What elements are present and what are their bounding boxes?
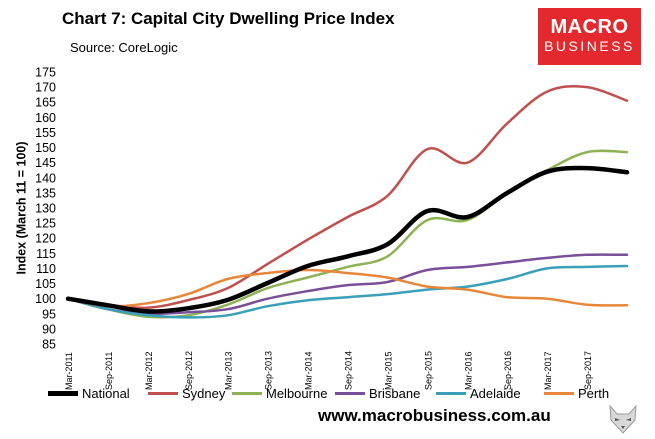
legend-item-adelaide: Adelaide	[436, 384, 521, 402]
x-tick-label: Mar-2012	[144, 351, 154, 390]
logo-line-1: MACRO	[550, 16, 629, 38]
y-tick-label: 145	[35, 156, 56, 170]
legend-swatch	[148, 391, 178, 395]
y-tick-label: 160	[35, 111, 56, 125]
legend-label: Sydney	[182, 385, 226, 401]
legend-item-brisbane: Brisbane	[335, 384, 420, 402]
y-tick-label: 115	[36, 247, 56, 261]
legend: National Sydney Melbourne Brisbane Adelaide P…	[0, 384, 655, 402]
x-tick-label: Mar-2015	[383, 351, 393, 390]
legend-swatch	[48, 390, 78, 396]
legend-label: Brisbane	[369, 385, 421, 401]
y-tick-label: 170	[35, 81, 56, 95]
x-tick-label: Mar-2017	[543, 351, 553, 390]
y-tick-label: 140	[35, 171, 56, 185]
x-tick-label: Mar-2016	[463, 351, 473, 390]
legend-label: Perth	[578, 385, 610, 401]
x-axis: Mar-2011 Sep-2011 Mar-2012 Sep-2012 Mar-2013…	[64, 351, 593, 390]
y-tick-label: 105	[35, 277, 56, 291]
series-line-national	[65, 165, 630, 314]
y-tick-label: 155	[35, 126, 56, 140]
series-line-melbourne	[66, 149, 629, 319]
x-tick-label: Mar-2011	[64, 352, 74, 390]
x-tick-label: Mar-2014	[304, 351, 314, 390]
x-tick-label: Sep-2013	[264, 351, 274, 390]
x-tick-label: Sep-2011	[104, 352, 114, 390]
y-tick-label: 130	[35, 202, 56, 216]
y-tick-label: 135	[35, 186, 56, 200]
x-tick-label: Sep-2016	[503, 351, 513, 390]
y-tick-label: 175	[35, 66, 56, 80]
wolf-logo-icon	[609, 404, 637, 434]
legend-swatch	[436, 391, 466, 395]
y-axis: 8590951001051101151201251301351401451501…	[35, 66, 56, 352]
legend-item-national: National	[48, 384, 130, 402]
legend-swatch	[232, 391, 262, 395]
legend-label: Melbourne	[266, 385, 328, 401]
chart-source: Source: CoreLogic	[70, 40, 178, 55]
y-tick-label: 95	[42, 307, 56, 321]
y-tick-label: 125	[35, 217, 56, 231]
y-tick-label: 110	[36, 262, 56, 276]
legend-item-perth: Perth	[544, 384, 609, 402]
y-tick-label: 165	[35, 96, 56, 110]
x-tick-label: Sep-2014	[344, 351, 354, 390]
x-tick-label: Sep-2017	[583, 351, 593, 390]
legend-item-melbourne: Melbourne	[232, 384, 327, 402]
legend-swatch	[544, 391, 574, 395]
y-tick-label: 150	[35, 141, 56, 155]
legend-label: National	[82, 385, 130, 401]
chart-title: Chart 7: Capital City Dwelling Price Ind…	[62, 9, 395, 28]
x-tick-label: Sep-2012	[184, 351, 194, 390]
y-tick-label: 100	[35, 292, 56, 306]
x-tick-label: Sep-2015	[423, 351, 433, 390]
series-lines	[65, 85, 630, 319]
y-tick-label: 90	[42, 322, 56, 336]
website-url: www.macrobusiness.com.au	[318, 406, 551, 425]
y-tick-label: 120	[35, 232, 56, 246]
legend-item-sydney: Sydney	[148, 384, 225, 402]
legend-swatch	[335, 391, 365, 395]
x-tick-label: Mar-2013	[224, 351, 234, 390]
legend-label: Adelaide	[470, 385, 521, 401]
logo-line-2: BUSINESS	[544, 38, 635, 54]
series-line-perth	[66, 268, 629, 308]
series-line-brisbane	[66, 253, 629, 316]
series-line-adelaide	[66, 264, 629, 319]
y-tick-label: 85	[42, 338, 56, 352]
macrobusiness-logo: MACRO BUSINESS	[538, 8, 641, 65]
series-line-sydney	[66, 85, 629, 310]
